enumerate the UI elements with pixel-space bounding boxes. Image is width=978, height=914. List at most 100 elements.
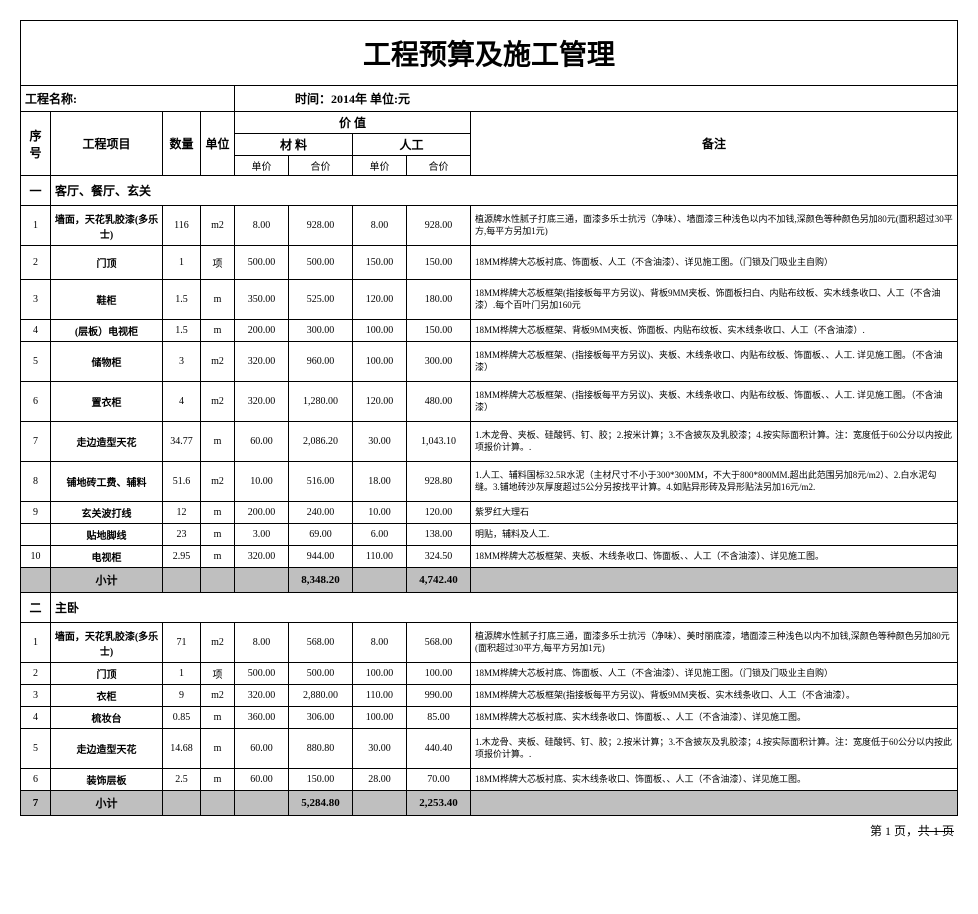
row-unit: m2 (201, 206, 235, 246)
row-l-up: 150.00 (353, 246, 407, 280)
row-l-tp: 928.00 (407, 206, 471, 246)
row-unit: m2 (201, 623, 235, 663)
row-l-up: 100.00 (353, 707, 407, 729)
row-seq: 2 (21, 246, 51, 280)
row-seq: 8 (21, 462, 51, 502)
row-remark: 18MM桦牌大芯板框架、背板9MM夹板、饰面板、内贴布纹板、实木线条收口、人工（… (471, 320, 958, 342)
section-header: 二主卧 (21, 593, 958, 623)
section-name: 客厅、餐厅、玄关 (51, 176, 958, 206)
row-seq: 5 (21, 729, 51, 769)
row-seq (21, 524, 51, 546)
row-m-up: 60.00 (235, 422, 289, 462)
table-row: 8铺地砖工费、辅料51.6m210.00516.0018.00928.801.人… (21, 462, 958, 502)
row-m-tp: 500.00 (289, 246, 353, 280)
row-l-tp: 480.00 (407, 382, 471, 422)
row-seq: 6 (21, 382, 51, 422)
table-row: 2门顶1项500.00500.00100.00100.0018MM桦牌大芯板衬底… (21, 663, 958, 685)
row-m-up: 320.00 (235, 546, 289, 568)
hdr-material: 材 料 (235, 134, 353, 156)
row-seq: 4 (21, 707, 51, 729)
row-unit: m2 (201, 342, 235, 382)
row-item: (层板）电视柜 (51, 320, 163, 342)
row-qty: 34.77 (163, 422, 201, 462)
row-remark: 18MM桦牌大芯板框架(指接板每平方另议)、背板9MM夹板、实木线条收口、人工（… (471, 685, 958, 707)
row-qty: 23 (163, 524, 201, 546)
row-remark: 18MM桦牌大芯板框架(指接板每平方另议)、背板9MM夹板、饰面板扫白、内贴布纹… (471, 280, 958, 320)
hdr-m-up: 单价 (235, 156, 289, 176)
table-row: 7走边造型天花34.77m60.002,086.2030.001,043.101… (21, 422, 958, 462)
row-remark: 18MM桦牌大芯板衬底、饰面板、人工（不含油漆）、详见施工图。（门锁及门吸业主自… (471, 246, 958, 280)
subtotal-m-tp: 5,284.80 (289, 791, 353, 816)
row-item: 置衣柜 (51, 382, 163, 422)
row-remark: 1.人工、辅料国标32.5R水泥（主材尺寸不小于300*300MM，不大于800… (471, 462, 958, 502)
section-seq: 一 (21, 176, 51, 206)
row-l-tp: 138.00 (407, 524, 471, 546)
row-m-up: 320.00 (235, 342, 289, 382)
row-l-tp: 120.00 (407, 502, 471, 524)
row-item: 玄关波打线 (51, 502, 163, 524)
row-unit: m2 (201, 382, 235, 422)
row-qty: 4 (163, 382, 201, 422)
row-l-tp: 440.40 (407, 729, 471, 769)
row-l-up: 110.00 (353, 546, 407, 568)
hdr-item: 工程项目 (51, 112, 163, 176)
row-item: 铺地砖工费、辅料 (51, 462, 163, 502)
row-remark: 明贴，辅料及人工. (471, 524, 958, 546)
row-m-tp: 516.00 (289, 462, 353, 502)
row-m-up: 60.00 (235, 769, 289, 791)
row-seq: 5 (21, 342, 51, 382)
row-m-tp: 1,280.00 (289, 382, 353, 422)
row-m-up: 350.00 (235, 280, 289, 320)
row-l-up: 100.00 (353, 320, 407, 342)
row-l-tp: 150.00 (407, 246, 471, 280)
row-item: 墙面，天花乳胶漆(多乐士) (51, 206, 163, 246)
row-m-tp: 306.00 (289, 707, 353, 729)
row-qty: 51.6 (163, 462, 201, 502)
row-seq: 4 (21, 320, 51, 342)
footer-text: 第 1 页，共 1 页 (870, 824, 954, 838)
subtotal-seq (21, 568, 51, 593)
budget-table: 工程预算及施工管理 工程名称: 时间：2014年 单位:元 序号 工程项目 数量… (20, 20, 958, 816)
row-m-tp: 2,880.00 (289, 685, 353, 707)
row-l-tp: 180.00 (407, 280, 471, 320)
row-unit: m (201, 546, 235, 568)
row-seq: 2 (21, 663, 51, 685)
row-item: 梳妆台 (51, 707, 163, 729)
row-unit: m (201, 502, 235, 524)
row-remark: 1.木龙骨、夹板、硅酸钙、钉、胶；2.按米计算；3.不含披灰及乳胶漆；4.按实际… (471, 422, 958, 462)
hdr-labor: 人工 (353, 134, 471, 156)
hdr-unit: 单位 (201, 112, 235, 176)
row-qty: 1.5 (163, 280, 201, 320)
row-remark: 18MM桦牌大芯板衬底、实木线条收口、饰面板、、人工（不含油漆）、详见施工图。 (471, 769, 958, 791)
row-l-up: 100.00 (353, 663, 407, 685)
hdr-m-tp: 合价 (289, 156, 353, 176)
hdr-remark: 备注 (471, 112, 958, 176)
table-row: 贴地脚线23m3.0069.006.00138.00明贴，辅料及人工. (21, 524, 958, 546)
row-item: 走边造型天花 (51, 729, 163, 769)
subtotal-row: 7小计5,284.802,253.40 (21, 791, 958, 816)
table-row: 3衣柜9m2320.002,880.00110.00990.0018MM桦牌大芯… (21, 685, 958, 707)
row-l-up: 120.00 (353, 382, 407, 422)
subtotal-label: 小计 (51, 568, 163, 593)
row-item: 墙面，天花乳胶漆(多乐士) (51, 623, 163, 663)
project-label: 工程名称: (21, 86, 235, 112)
header-row-1: 序号 工程项目 数量 单位 价 值 备注 (21, 112, 958, 134)
row-m-up: 200.00 (235, 502, 289, 524)
subtotal-row: 小计8,348.204,742.40 (21, 568, 958, 593)
table-row: 1墙面，天花乳胶漆(多乐士)71m28.00568.008.00568.00植源… (21, 623, 958, 663)
row-m-tp: 240.00 (289, 502, 353, 524)
row-remark: 植源牌水性腻子打底三通，面漆多乐士抗污（净味）、美时丽底漆，墙面漆三种浅色以内不… (471, 623, 958, 663)
row-remark: 18MM桦牌大芯板框架、夹板、木线条收口、饰面板、、人工（不含油漆）、详见施工图… (471, 546, 958, 568)
row-qty: 14.68 (163, 729, 201, 769)
row-qty: 116 (163, 206, 201, 246)
row-item: 门顶 (51, 663, 163, 685)
row-m-up: 10.00 (235, 462, 289, 502)
row-unit: m (201, 320, 235, 342)
row-m-up: 200.00 (235, 320, 289, 342)
row-qty: 1 (163, 663, 201, 685)
row-seq: 7 (21, 422, 51, 462)
row-l-up: 120.00 (353, 280, 407, 320)
table-row: 2门顶1项500.00500.00150.00150.0018MM桦牌大芯板衬底… (21, 246, 958, 280)
row-qty: 0.85 (163, 707, 201, 729)
table-row: 5储物柜3m2320.00960.00100.00300.0018MM桦牌大芯板… (21, 342, 958, 382)
